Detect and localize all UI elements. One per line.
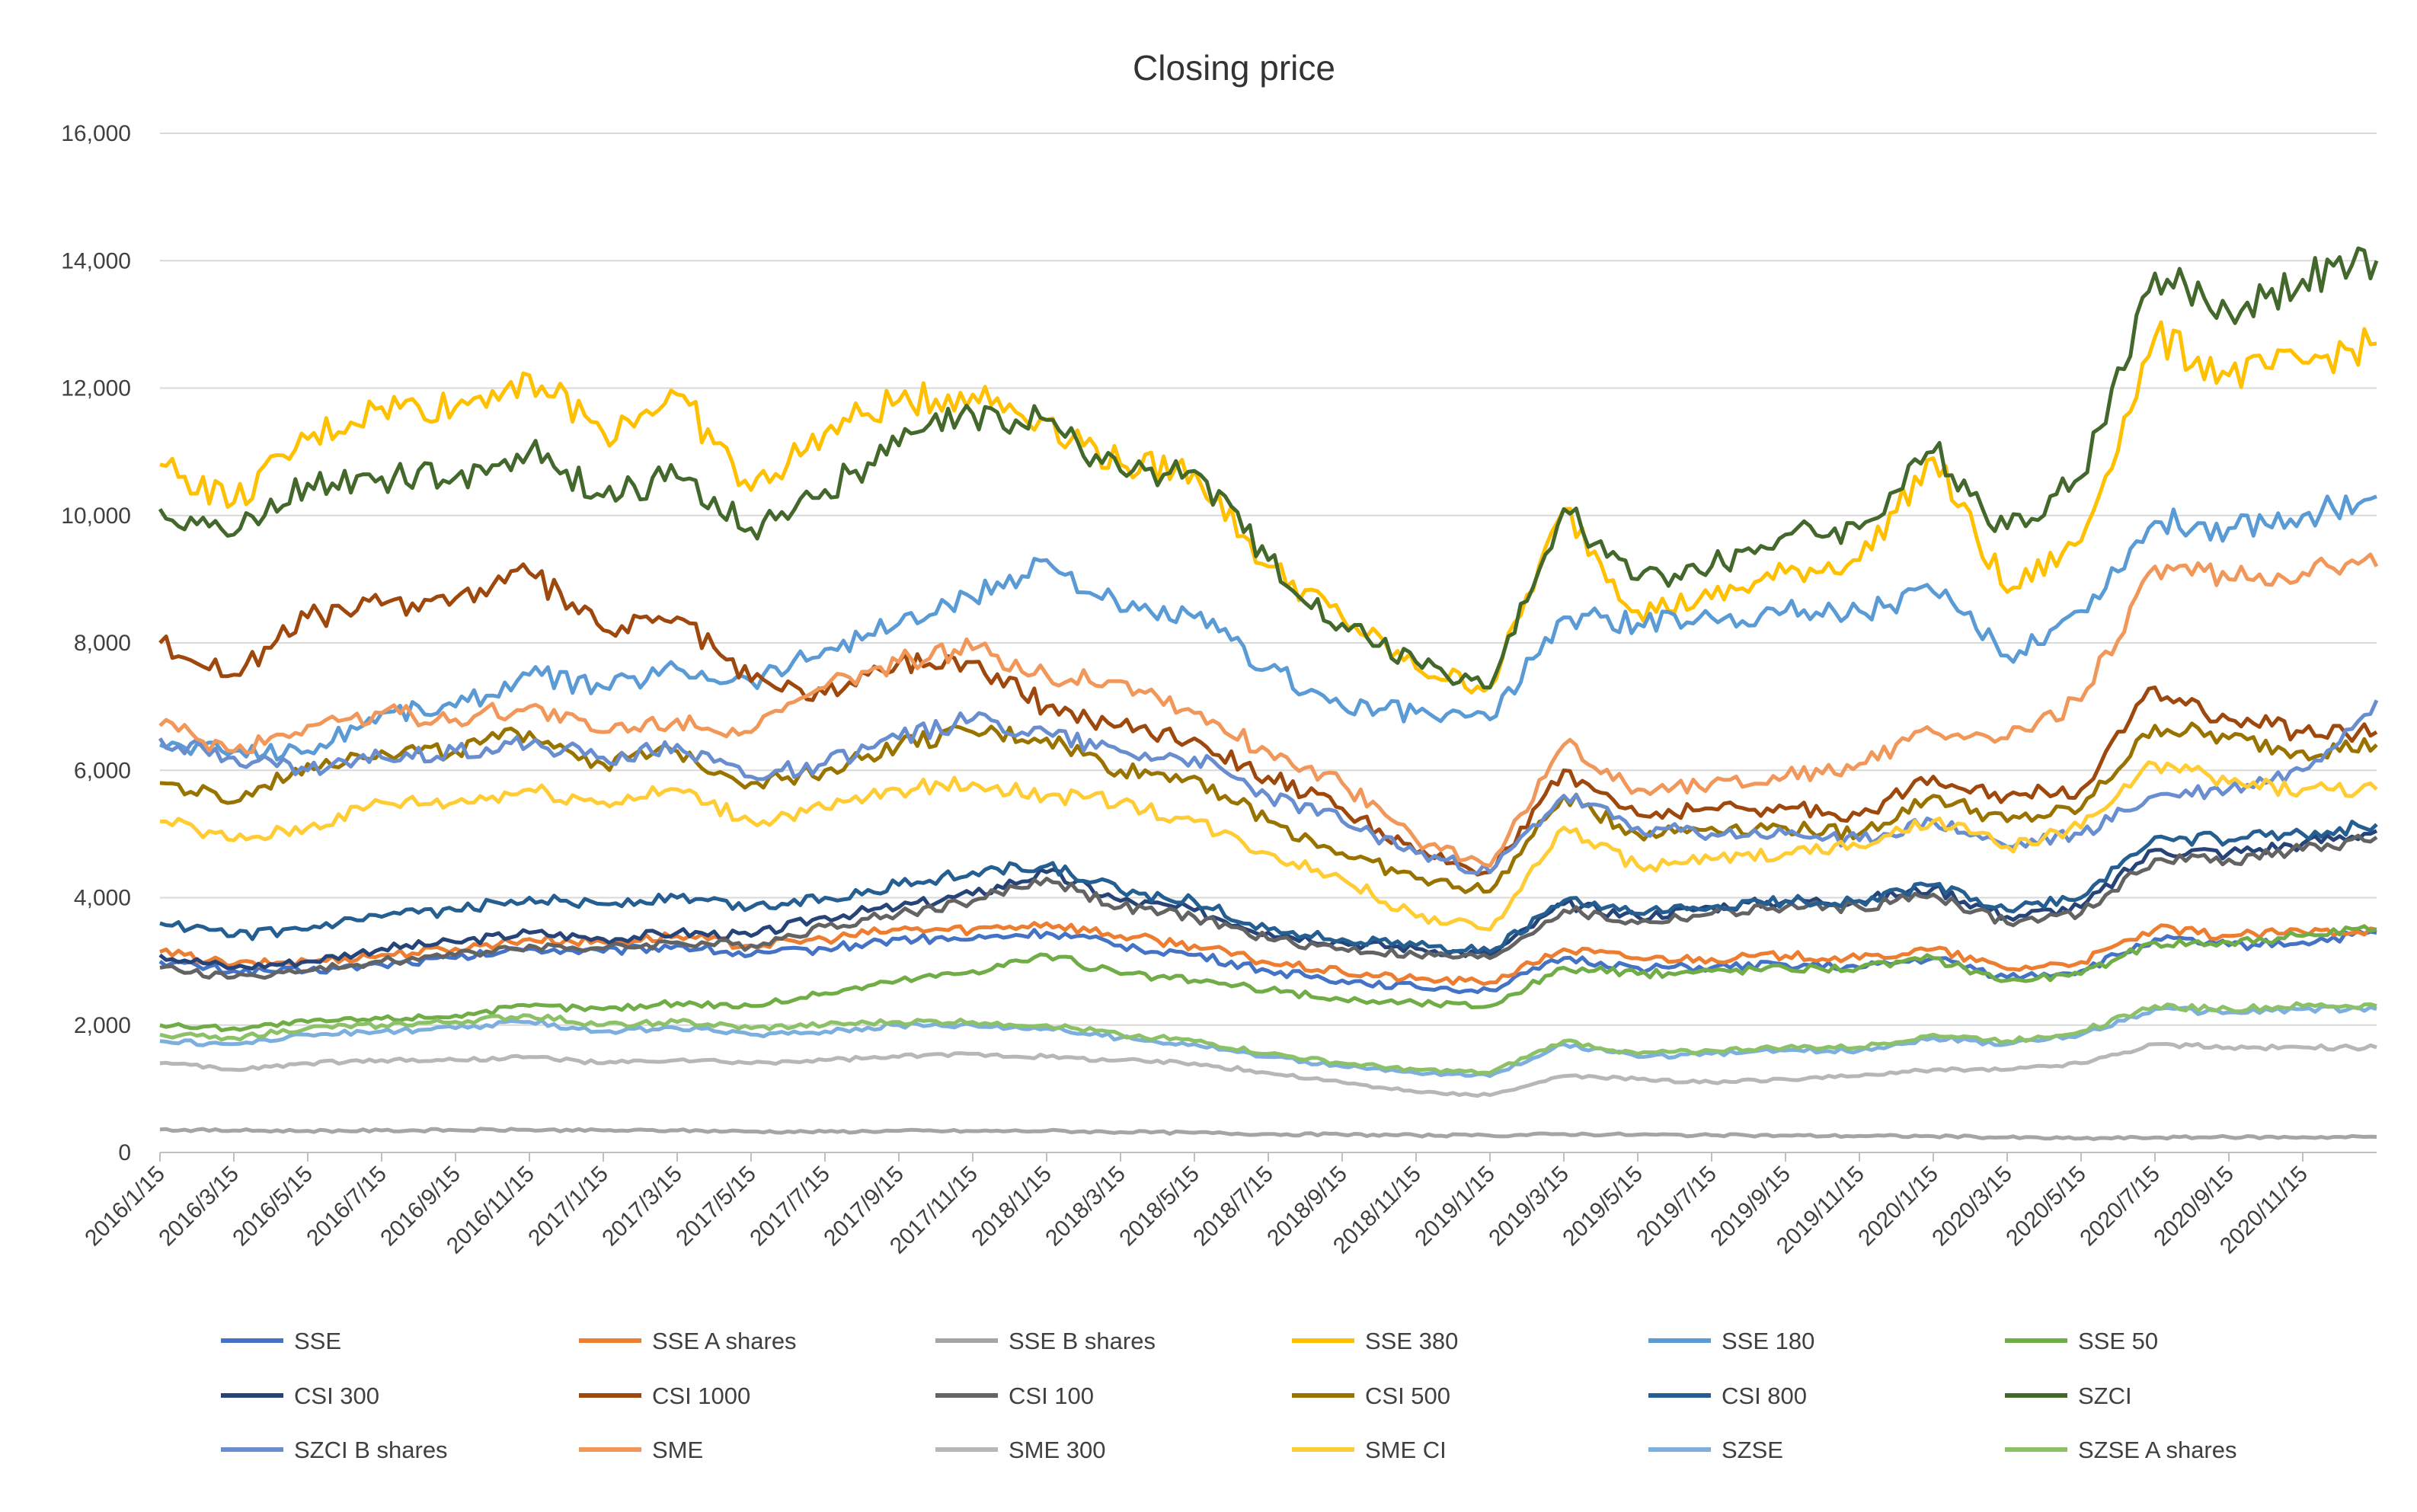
x-tick-label: 2018/1/15 — [967, 1162, 1057, 1251]
series-line-csi-300 — [158, 829, 2378, 971]
legend-item: SSE B shares — [935, 1328, 1156, 1354]
legend-item: CSI 100 — [935, 1383, 1094, 1409]
x-tick-label: 2016/3/15 — [154, 1162, 244, 1251]
x-tick-label: 2020/3/15 — [1927, 1162, 2017, 1251]
x-tick-label: 2019/1/15 — [1410, 1162, 1500, 1251]
x-tick-label: 2017/1/15 — [523, 1162, 613, 1251]
legend-item: SZCI B shares — [221, 1437, 448, 1463]
legend-item: CSI 300 — [221, 1383, 379, 1409]
y-tick-label: 6,000 — [74, 758, 131, 783]
chart-title: Closing price — [1133, 48, 1335, 88]
legend-label: CSI 300 — [294, 1383, 379, 1409]
series-line-szci-b-shares — [158, 699, 2379, 875]
legend-item: SME CI — [1292, 1437, 1447, 1463]
y-axis-ticks: 0 2,000 4,000 6,000 8,000 10,000 12,000 14,000 1… — [61, 121, 131, 1165]
x-tick-label: 2020/5/15 — [2001, 1162, 2091, 1251]
series-line-szse-a-shares — [159, 1001, 2377, 1076]
x-tick-label: 2020/1/15 — [1853, 1162, 1943, 1251]
legend-item: SZSE — [1648, 1437, 1783, 1463]
series-line-sse-a-shares — [159, 921, 2377, 986]
legend-item: SZCI — [2005, 1383, 2132, 1409]
y-tick-label: 2,000 — [74, 1013, 131, 1038]
legend-label: SZSE — [1722, 1437, 1783, 1463]
series-line-sme-ci — [159, 760, 2378, 932]
y-tick-label: 16,000 — [61, 121, 131, 146]
legend-label: SSE 50 — [2078, 1328, 2158, 1354]
series-line-csi-1000 — [158, 562, 2378, 877]
legend-label: SSE 180 — [1722, 1328, 1814, 1354]
x-tick-label: 2018/5/15 — [1114, 1162, 1204, 1251]
legend-label: SSE 380 — [1365, 1328, 1458, 1354]
x-tick-label: 2018/3/15 — [1041, 1162, 1130, 1251]
legend-item: SSE 50 — [2005, 1328, 2158, 1354]
y-tick-label: 0 — [118, 1140, 131, 1165]
legend-item: SME 300 — [935, 1437, 1106, 1463]
legend-label: CSI 500 — [1365, 1383, 1450, 1409]
x-tick-label: 2019/5/15 — [1558, 1162, 1648, 1251]
series-line-sse — [158, 928, 2377, 995]
y-tick-label: 10,000 — [61, 503, 131, 529]
x-tick-label: 2020/7/15 — [2075, 1162, 2165, 1251]
legend-item: SME — [579, 1437, 703, 1463]
legend-item: SSE — [221, 1328, 341, 1354]
x-tick-label: 2016/1/15 — [80, 1162, 170, 1251]
legend-item: CSI 1000 — [579, 1383, 750, 1409]
series-line-csi-800 — [159, 820, 2378, 954]
legend-item: CSI 500 — [1292, 1383, 1450, 1409]
series-lines — [158, 246, 2379, 1141]
legend-label: CSI 100 — [1009, 1383, 1094, 1409]
legend-item: CSI 800 — [1648, 1383, 1807, 1409]
legend: SSE SSE A shares SSE B shares SSE 380 SSE 18… — [221, 1328, 2237, 1463]
series-line-szci — [158, 246, 2379, 689]
x-tick-label: 2017/5/15 — [671, 1162, 761, 1251]
y-tick-label: 12,000 — [61, 376, 131, 401]
legend-label: CSI 1000 — [652, 1383, 750, 1409]
legend-label: SSE A shares — [652, 1328, 797, 1354]
series-line-szse — [159, 1004, 2377, 1079]
legend-item: SSE 380 — [1292, 1328, 1458, 1354]
x-tick-label: 2018/7/15 — [1188, 1162, 1278, 1251]
series-line-sse-50 — [159, 924, 2377, 1033]
x-tick-label: 2017/3/15 — [597, 1162, 687, 1251]
legend-label: SZCI — [2078, 1383, 2132, 1409]
series-line-sme — [158, 552, 2379, 868]
series-line-sse-180 — [159, 494, 2377, 762]
y-tick-label: 14,000 — [61, 248, 131, 273]
series-line-csi-100 — [159, 833, 2378, 980]
y-tick-label: 8,000 — [74, 631, 131, 656]
legend-item: SSE 180 — [1648, 1328, 1814, 1354]
legend-label: SME 300 — [1009, 1437, 1106, 1463]
x-tick-label: 2019/3/15 — [1484, 1162, 1574, 1251]
legend-label: SME CI — [1365, 1437, 1447, 1463]
x-tick-label: 2016/7/15 — [302, 1162, 392, 1251]
series-line-sse-380 — [159, 320, 2377, 695]
legend-item: SSE A shares — [579, 1328, 797, 1354]
legend-label: SSE B shares — [1009, 1328, 1156, 1354]
legend-label: SSE — [294, 1328, 341, 1354]
y-tick-label: 4,000 — [74, 886, 131, 911]
legend-label: CSI 800 — [1722, 1383, 1807, 1409]
x-tick-label: 2016/5/15 — [228, 1162, 318, 1251]
series-line-sme-300 — [159, 1041, 2377, 1098]
x-tick-label: 2019/7/15 — [1632, 1162, 1722, 1251]
series-line-csi-500 — [159, 721, 2378, 894]
legend-item: SZSE A shares — [2005, 1437, 2237, 1463]
legend-label: SZSE A shares — [2078, 1437, 2237, 1463]
legend-label: SZCI B shares — [294, 1437, 448, 1463]
series-line-sse-b-shares — [159, 1127, 2377, 1141]
legend-label: SME — [652, 1437, 703, 1463]
x-tick-label: 2017/7/15 — [745, 1162, 835, 1251]
x-axis: 2016/1/152016/3/152016/5/152016/7/152016… — [80, 1152, 2377, 1259]
